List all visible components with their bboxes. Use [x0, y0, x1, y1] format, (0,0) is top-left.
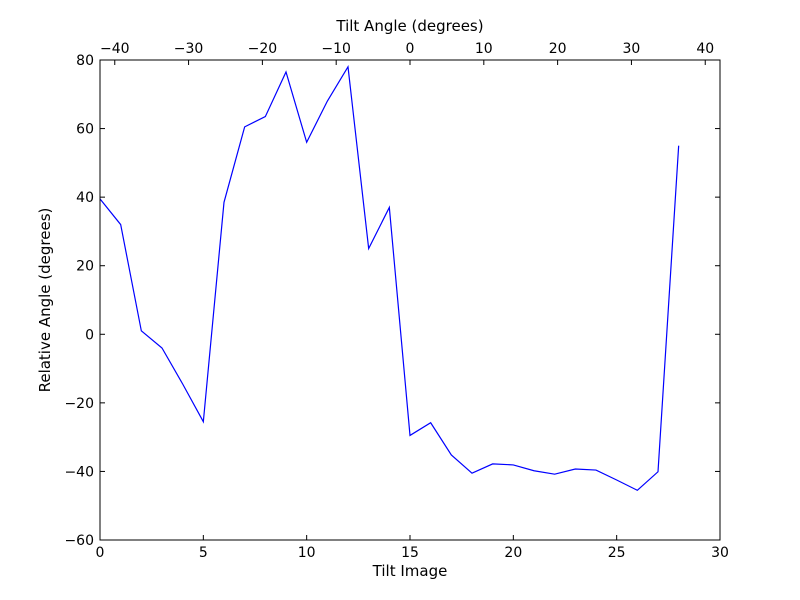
y-tick-label: 80 [76, 53, 94, 69]
top-x-tick-label: 20 [549, 41, 567, 57]
top-x-tick-label: 0 [406, 41, 415, 57]
top-x-tick-label: −40 [100, 41, 130, 57]
top-x-tick-label: 30 [623, 41, 641, 57]
top-x-tick-label: −20 [248, 41, 278, 57]
x-tick-label: 0 [96, 545, 105, 561]
y-tick-label: −60 [64, 533, 94, 549]
top-x-axis-title: Tilt Angle (degrees) [335, 17, 483, 35]
y-tick-label: −40 [64, 464, 94, 480]
x-tick-label: 30 [711, 545, 729, 561]
y-tick-label: −20 [64, 396, 94, 412]
x-tick-label: 10 [298, 545, 316, 561]
y-axis-title: Relative Angle (degrees) [36, 208, 54, 393]
x-tick-label: 5 [199, 545, 208, 561]
top-x-tick-label: 10 [475, 41, 493, 57]
y-tick-label: 60 [76, 122, 94, 138]
data-series-line [99, 65, 680, 492]
y-tick-label: 20 [76, 259, 94, 275]
tick-labels: 0 5 10 15 20 25 30 −60 −40 −20 0 20 40 60 80 −40 −30 −20 −… [64, 41, 728, 561]
y-tick-label: 40 [76, 190, 94, 206]
top-x-tick-label: −10 [321, 41, 351, 57]
y-tick-label: 0 [85, 327, 94, 343]
x-axis-title: Tilt Image [372, 562, 448, 580]
x-tick-label: 20 [504, 545, 522, 561]
top-x-tick-label: −30 [174, 41, 204, 57]
x-tick-label: 15 [401, 545, 419, 561]
plot-area-frame [99, 59, 721, 541]
x-tick-label: 25 [608, 545, 626, 561]
top-x-tick-label: 40 [696, 41, 714, 57]
